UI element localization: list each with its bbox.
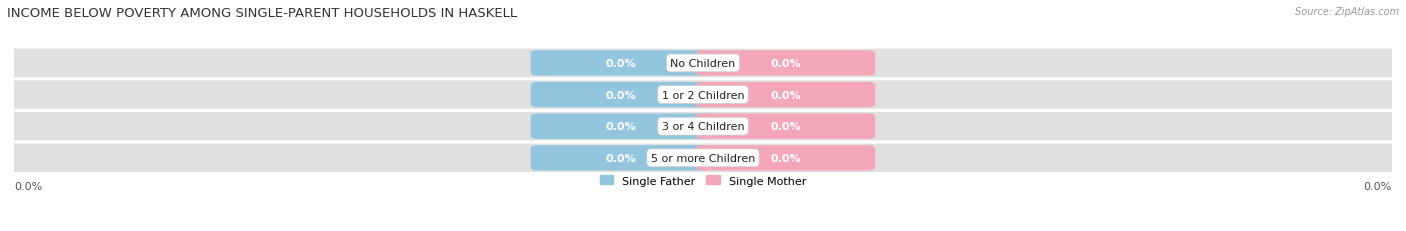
Text: 0.0%: 0.0% [605,59,636,69]
FancyBboxPatch shape [531,146,710,171]
FancyBboxPatch shape [531,51,710,76]
FancyBboxPatch shape [4,144,1402,172]
Text: 0.0%: 0.0% [14,181,42,191]
Text: 0.0%: 0.0% [770,59,801,69]
Text: 0.0%: 0.0% [770,90,801,100]
FancyBboxPatch shape [696,82,875,108]
Legend: Single Father, Single Mother: Single Father, Single Mother [600,175,806,186]
Text: 0.0%: 0.0% [605,122,636,132]
FancyBboxPatch shape [4,112,1402,141]
Text: 0.0%: 0.0% [605,153,636,163]
FancyBboxPatch shape [531,114,710,139]
FancyBboxPatch shape [696,114,875,139]
FancyBboxPatch shape [696,51,875,76]
Text: 1 or 2 Children: 1 or 2 Children [662,90,744,100]
Text: 0.0%: 0.0% [770,153,801,163]
Text: 0.0%: 0.0% [605,90,636,100]
Text: 0.0%: 0.0% [1364,181,1392,191]
Text: 0.0%: 0.0% [770,122,801,132]
FancyBboxPatch shape [696,146,875,171]
FancyBboxPatch shape [4,49,1402,78]
FancyBboxPatch shape [531,82,710,108]
Text: No Children: No Children [671,59,735,69]
Text: Source: ZipAtlas.com: Source: ZipAtlas.com [1295,7,1399,17]
Text: 5 or more Children: 5 or more Children [651,153,755,163]
Text: INCOME BELOW POVERTY AMONG SINGLE-PARENT HOUSEHOLDS IN HASKELL: INCOME BELOW POVERTY AMONG SINGLE-PARENT… [7,7,517,20]
Text: 3 or 4 Children: 3 or 4 Children [662,122,744,132]
FancyBboxPatch shape [4,81,1402,109]
